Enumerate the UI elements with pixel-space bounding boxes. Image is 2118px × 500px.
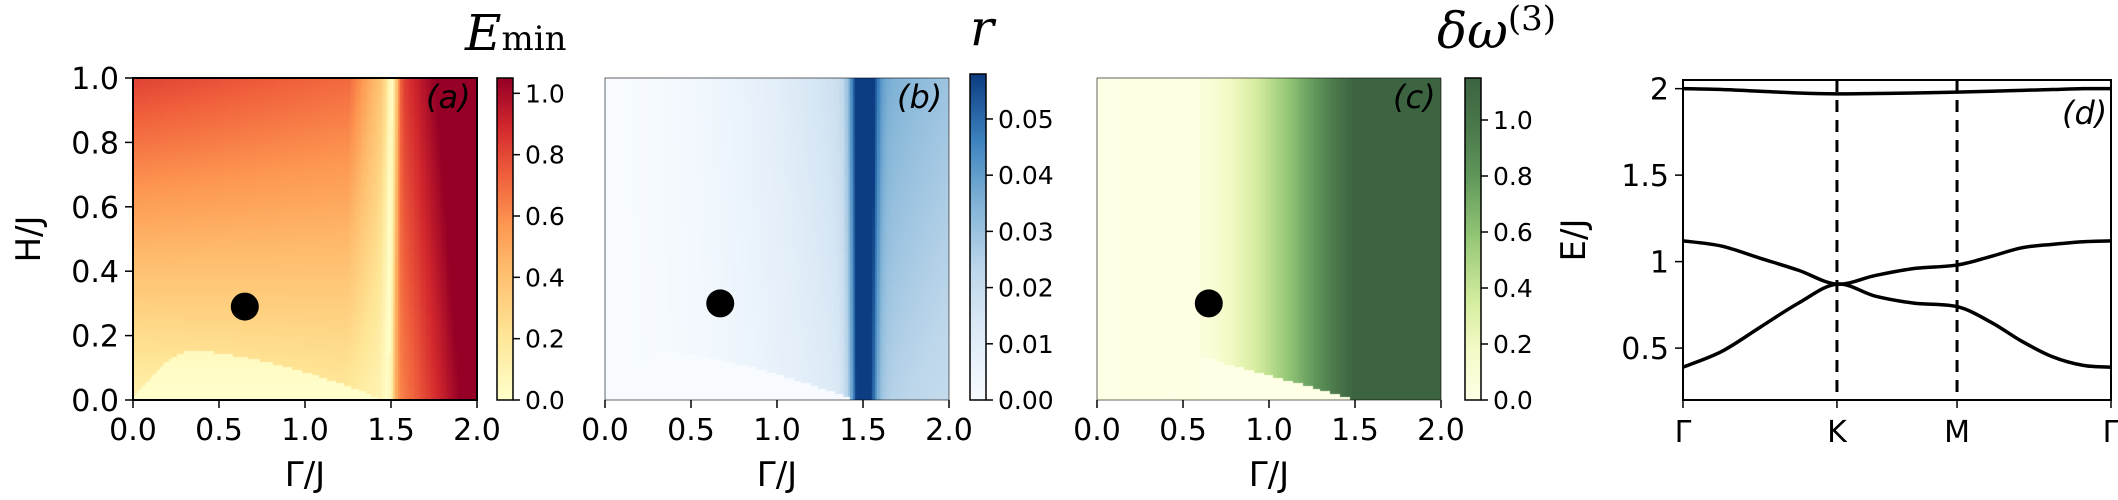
colorbar-tick-label: 0.03 <box>998 217 1054 246</box>
colorbar-tick-label: 0.8 <box>1493 162 1533 191</box>
band-line-2 <box>1683 239 2112 286</box>
x-tick-label: 1.5 <box>1331 413 1379 448</box>
colorbar-title-b: r <box>970 0 997 57</box>
x-tick-label: 0.5 <box>195 413 243 448</box>
x-tick-label: 1.5 <box>367 413 415 448</box>
colorbar-tick-label: 1.0 <box>1493 106 1533 135</box>
panel-label-a: (a) <box>426 78 471 116</box>
x-tick-label: 2.0 <box>1417 413 1465 448</box>
colorbar-tick-label: 0.4 <box>1493 274 1533 303</box>
colorbar-title-a: Emin <box>464 4 567 62</box>
x-tick-label: Γ <box>1675 415 1692 450</box>
panel-label-d: (d) <box>2062 94 2107 132</box>
marker-point-a <box>230 292 259 321</box>
y-tick-label: 1.5 <box>1621 159 1669 194</box>
colorbar-ticks-c: 0.0 0.2 0.4 0.6 0.8 1.0 <box>1481 106 1533 415</box>
band-line-1 <box>1683 86 2112 96</box>
x-tick-label: K <box>1827 415 1848 450</box>
colorbar-tick-label: 0.04 <box>998 161 1054 190</box>
x-tick-label: 1.0 <box>753 413 801 448</box>
y-tick-label: 1 <box>1650 246 1669 281</box>
x-tick-label: 0.0 <box>581 413 629 448</box>
y-tick-label: 0.5 <box>1621 332 1669 367</box>
colorbar-tick-label: 1.0 <box>525 79 565 108</box>
heatmap-b <box>605 78 949 400</box>
y-tick-label: 0.2 <box>71 320 119 355</box>
high-symmetry-lines <box>1835 80 1959 400</box>
y-tick-label: 2 <box>1650 73 1669 108</box>
x-axis-b: 0.0 0.5 1.0 1.5 2.0 <box>581 400 973 448</box>
colorbar-tick-label: 0.2 <box>1493 330 1533 359</box>
x-axis-label-a: Γ/J <box>285 455 325 495</box>
colorbar-tick-label: 0.0 <box>525 386 565 415</box>
x-tick-label: 0.5 <box>667 413 715 448</box>
x-tick-label: 2.0 <box>453 413 501 448</box>
y-axis-label-d: E/J <box>1554 219 1594 262</box>
x-tick-label: 1.0 <box>1245 413 1293 448</box>
marker-point-b <box>706 289 735 318</box>
x-tick-label: 1.0 <box>281 413 329 448</box>
panel-b: (b) 0.0 0.5 1.0 1.5 2.0 Γ/J 0.00 0.01 0.02 0.03… <box>581 0 1054 495</box>
band-line-3 <box>1683 282 2112 369</box>
x-tick-label: M <box>1944 415 1970 450</box>
colorbar-b <box>970 74 986 400</box>
panel-label-c: (c) <box>1393 78 1436 116</box>
plot-frame-d <box>1682 79 2112 401</box>
x-tick-label: 2.0 <box>925 413 973 448</box>
y-tick-label: 0.6 <box>71 191 119 226</box>
panel-label-b: (b) <box>897 78 942 116</box>
colorbar-title-c: δω(3) <box>1437 0 1556 60</box>
y-tick-label: 0.8 <box>71 126 119 161</box>
y-tick-label: 0.0 <box>71 384 119 419</box>
panel-d: (d) Γ K M Γ 0.5 1 1.5 2 E/J <box>1554 73 2118 450</box>
y-axis-a: 0.0 0.2 0.4 0.6 0.8 1.0 <box>71 62 133 419</box>
x-tick-label: Γ <box>2103 415 2118 450</box>
colorbar-tick-label: 0.6 <box>1493 218 1533 247</box>
y-axis-d: 0.5 1 1.5 2 <box>1621 73 1683 367</box>
y-tick-label: 0.4 <box>71 255 119 290</box>
marker-point-c <box>1194 289 1223 318</box>
y-tick-label: 1.0 <box>71 62 119 97</box>
x-tick-label: 0.0 <box>109 413 157 448</box>
colorbar-tick-label: 0.0 <box>1493 386 1533 415</box>
y-axis-label: H/J <box>9 215 49 262</box>
x-axis-c: 0.0 0.5 1.0 1.5 2.0 <box>1073 400 1465 448</box>
colorbar-tick-label: 0.02 <box>998 274 1054 303</box>
band-lines <box>1683 86 2112 369</box>
heatmap-a <box>133 78 477 400</box>
x-tick-label: 0.0 <box>1073 413 1121 448</box>
heatmap-c <box>1097 78 1441 400</box>
x-axis-label-c: Γ/J <box>1249 455 1289 495</box>
x-tick-label: 0.5 <box>1159 413 1207 448</box>
x-tick-label: 1.5 <box>839 413 887 448</box>
colorbar-tick-label: 0.01 <box>998 330 1054 359</box>
colorbar-tick-label: 0.05 <box>998 105 1054 134</box>
colorbar-tick-label: 0.2 <box>525 325 565 354</box>
x-axis-label-b: Γ/J <box>757 455 797 495</box>
colorbar-tick-label: 0.6 <box>525 202 565 231</box>
colorbar-a <box>497 78 513 400</box>
colorbar-tick-label: 0.4 <box>525 263 565 292</box>
colorbar-c <box>1465 78 1481 400</box>
colorbar-tick-label: 0.8 <box>525 141 565 170</box>
panel-c: (c) 0.0 0.5 1.0 1.5 2.0 Γ/J 0.0 0.2 0.4 0.6 0.8 1… <box>1073 0 1556 495</box>
colorbar-tick-label: 0.00 <box>998 386 1054 415</box>
colorbar-ticks-a: 0.0 0.2 0.4 0.6 0.8 1.0 <box>513 79 565 415</box>
colorbar-ticks-b: 0.00 0.01 0.02 0.03 0.04 0.05 <box>986 105 1054 415</box>
x-axis-a: 0.0 0.5 1.0 1.5 2.0 <box>109 400 501 448</box>
panel-a: (a) 0.0 0.5 1.0 1.5 2.0 0.0 0.2 0.4 0.6 0.8 1.0 Γ… <box>9 4 567 495</box>
